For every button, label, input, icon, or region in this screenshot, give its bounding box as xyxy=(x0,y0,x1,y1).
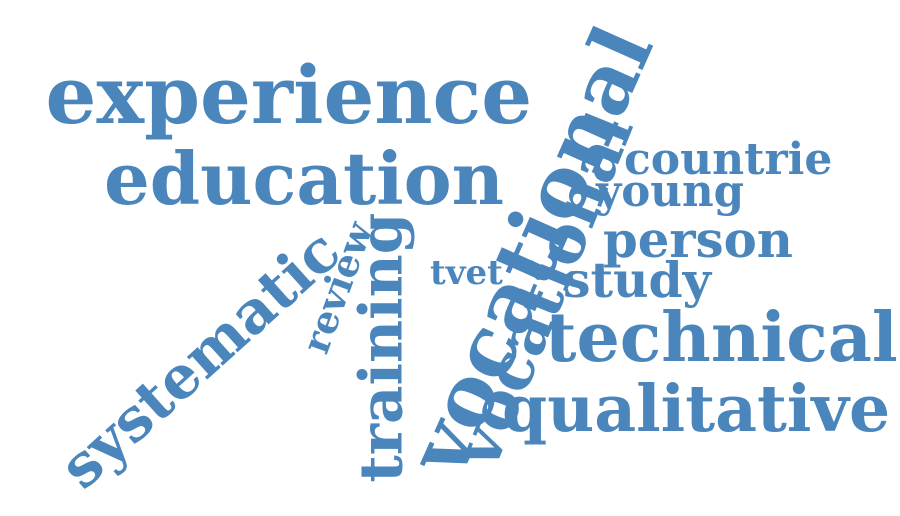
word-experience: experience xyxy=(45,48,533,142)
word-person: person xyxy=(603,210,793,269)
word-tvet: tvet xyxy=(430,253,503,293)
word-qualitative: qualitative xyxy=(502,370,891,447)
word-education: education xyxy=(104,136,504,221)
word-technical: technical xyxy=(545,298,898,378)
word-study: study xyxy=(563,250,712,309)
word-systematic: systematic xyxy=(45,215,353,502)
word-young: young xyxy=(596,166,745,217)
word-countrie: countrie xyxy=(624,134,833,185)
word-training: training xyxy=(345,212,416,483)
